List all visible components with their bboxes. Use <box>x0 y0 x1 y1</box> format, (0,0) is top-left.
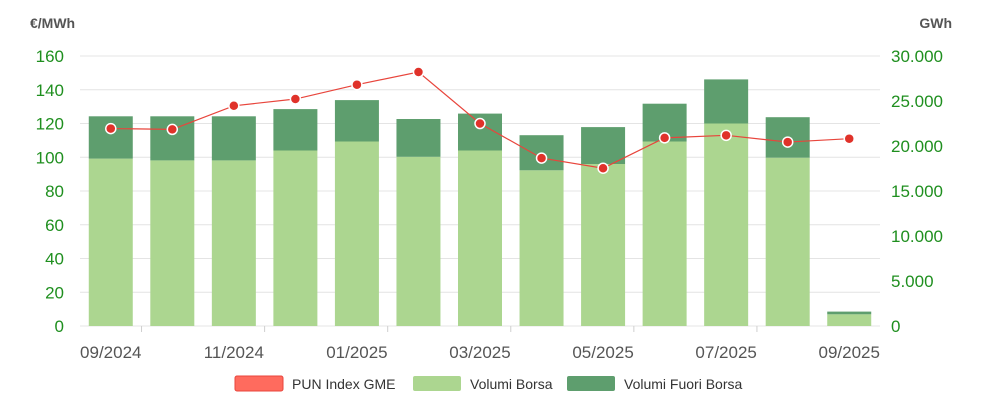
x-tick-label: 07/2025 <box>695 343 756 362</box>
bar-volumi-fuori-borsa <box>827 311 872 315</box>
legend-label-volumi-fuori-borsa: Volumi Fuori Borsa <box>624 376 742 392</box>
right-tick-label: 15.000 <box>891 182 943 201</box>
bar-volumi-borsa <box>642 141 687 326</box>
legend-item-volumi-borsa[interactable]: Volumi Borsa <box>413 376 553 392</box>
bar-volumi-borsa <box>273 150 318 326</box>
bar-volumi-borsa <box>334 141 379 326</box>
bar-volumi-borsa <box>396 156 441 326</box>
bar-volumi-borsa <box>211 160 256 326</box>
legend: PUN Index GME Volumi Borsa Volumi Fuori … <box>234 375 742 392</box>
bar-volumi-borsa <box>458 150 502 326</box>
bar-volumi-fuori-borsa <box>334 100 379 142</box>
x-tick-label: 11/2024 <box>204 343 264 362</box>
legend-item-pun[interactable]: PUN Index GME <box>234 375 395 392</box>
bar-volumi-fuori-borsa <box>273 109 318 151</box>
pun-point <box>289 93 302 105</box>
left-tick-label: 40 <box>45 250 64 269</box>
left-tick-label: 0 <box>55 317 64 336</box>
right-tick-label: 0 <box>891 317 900 336</box>
left-tick-label: 60 <box>45 216 64 235</box>
pun-point <box>597 162 609 174</box>
pun-point <box>412 66 425 78</box>
right-tick-label: 5.000 <box>891 272 934 291</box>
bar-volumi-fuori-borsa <box>211 116 256 161</box>
left-tick-label: 160 <box>36 47 64 66</box>
x-axis-ticks: 09/2024 11/2024 01/2025 03/2025 05/2025 07/20… <box>80 326 880 362</box>
right-axis-unit: GWh <box>919 15 952 31</box>
right-tick-label: 25.000 <box>891 92 943 111</box>
bar-volumi-borsa <box>827 314 872 326</box>
left-tick-label: 100 <box>36 148 64 167</box>
pun-point <box>105 122 117 135</box>
bar-volumi-borsa <box>88 158 133 326</box>
bar-volumi-fuori-borsa <box>88 116 133 159</box>
legend-swatch-pun <box>234 375 284 392</box>
legend-swatch-volumi-borsa <box>413 376 461 391</box>
bar-volumi-borsa <box>704 123 749 326</box>
x-tick-label: 01/2025 <box>326 343 387 362</box>
pun-point <box>720 129 732 142</box>
pun-point <box>535 152 548 164</box>
left-axis-unit: €/MWh <box>30 15 75 31</box>
right-tick-label: 20.000 <box>891 137 943 156</box>
pun-point <box>658 132 671 144</box>
pun-point <box>474 117 486 130</box>
bar-volumi-fuori-borsa <box>581 127 626 164</box>
pun-point <box>228 100 240 112</box>
bar-volumi-borsa <box>581 164 626 326</box>
legend-item-volumi-fuori-borsa[interactable]: Volumi Fuori Borsa <box>567 376 742 392</box>
left-tick-label: 120 <box>36 115 64 134</box>
right-tick-label: 30.000 <box>891 47 943 66</box>
left-tick-label: 140 <box>36 81 64 100</box>
bar-volumi-borsa <box>519 170 564 326</box>
pun-point <box>843 132 855 145</box>
x-tick-label: 09/2024 <box>80 343 141 362</box>
left-axis-ticks: 0 20 40 60 80 100 120 140 160 <box>36 47 64 336</box>
legend-label-pun: PUN Index GME <box>292 376 395 392</box>
right-tick-label: 10.000 <box>891 227 943 246</box>
right-axis-ticks: 0 5.000 10.000 15.000 20.000 25.000 30.000 <box>891 47 943 336</box>
pun-line <box>105 66 855 174</box>
x-tick-label: 09/2025 <box>819 343 880 362</box>
volume-bars <box>88 79 872 326</box>
left-tick-label: 20 <box>45 283 64 302</box>
legend-swatch-volumi-fuori-borsa <box>567 376 615 391</box>
bar-volumi-borsa <box>765 157 810 326</box>
x-tick-label: 03/2025 <box>449 343 510 362</box>
bar-volumi-fuori-borsa <box>396 119 441 157</box>
pun-point <box>166 123 179 136</box>
bar-volumi-borsa <box>150 160 195 326</box>
pun-point <box>351 78 363 91</box>
x-tick-label: 05/2025 <box>572 343 633 362</box>
pun-point <box>781 136 794 148</box>
legend-label-volumi-borsa: Volumi Borsa <box>470 376 553 392</box>
bar-volumi-fuori-borsa <box>704 79 749 124</box>
left-tick-label: 80 <box>45 182 64 201</box>
